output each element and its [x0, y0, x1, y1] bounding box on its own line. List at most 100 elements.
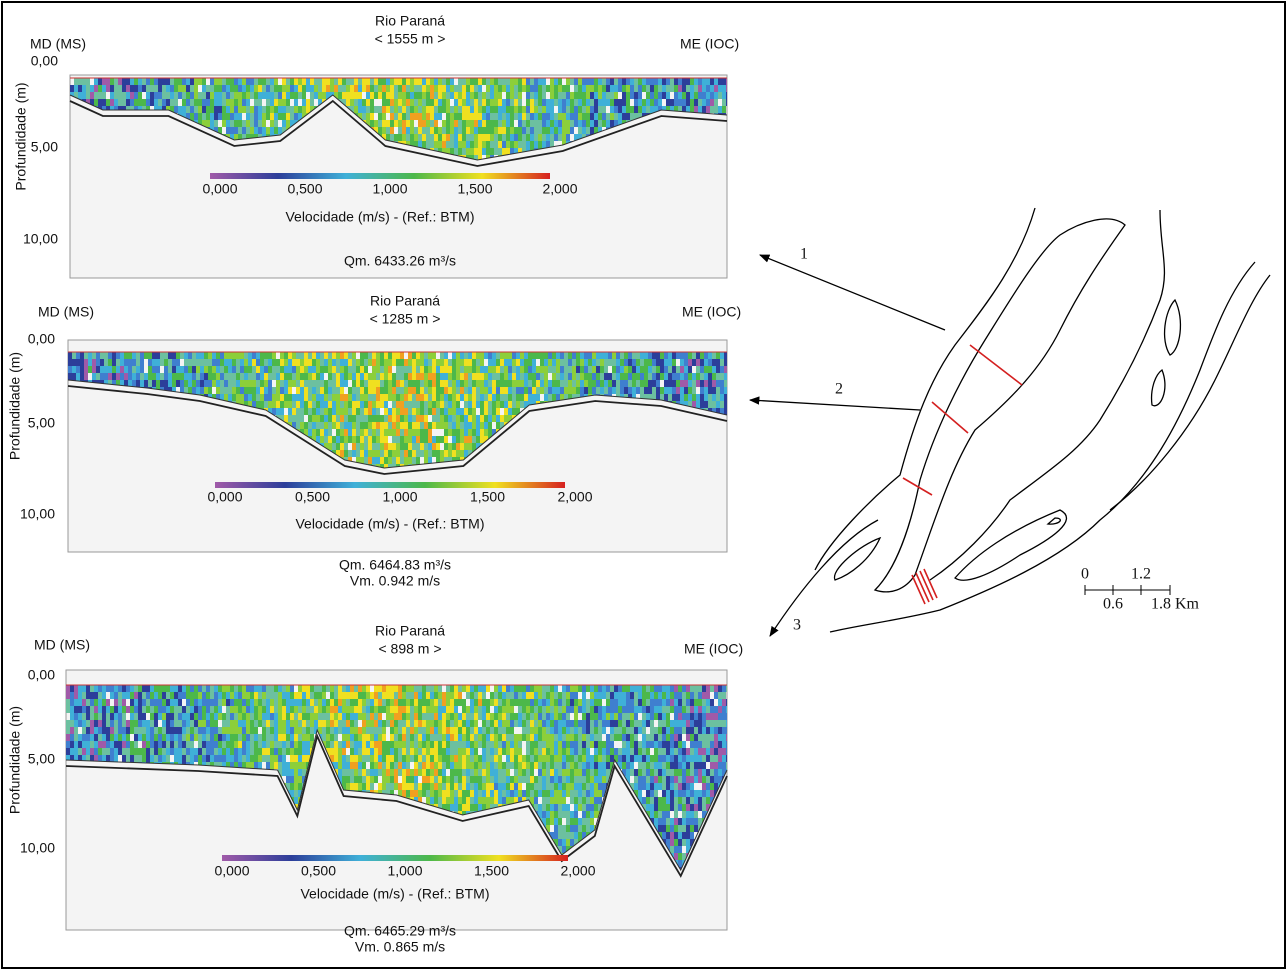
velocity-cell [456, 401, 460, 408]
velocity-cell [384, 450, 388, 457]
velocity-cell [710, 85, 714, 92]
velocity-cell [336, 429, 340, 436]
velocity-cell [386, 78, 390, 85]
velocity-cell [234, 99, 238, 106]
velocity-cell [360, 387, 364, 394]
velocity-cell [630, 113, 634, 120]
velocity-cell [378, 120, 382, 127]
velocity-cell [348, 359, 352, 366]
velocity-cell [382, 106, 386, 113]
velocity-cell [392, 450, 396, 457]
velocity-cell [78, 706, 82, 713]
velocity-cell [400, 408, 404, 415]
velocity-cell [682, 78, 686, 85]
velocity-cell [304, 422, 308, 429]
velocity-cell [282, 113, 286, 120]
velocity-cell [384, 380, 388, 387]
velocity-cell [564, 380, 568, 387]
velocity-cell [430, 85, 434, 92]
velocity-cell [604, 373, 608, 380]
velocity-cell [104, 359, 108, 366]
velocity-cell [470, 120, 474, 127]
velocity-cell [366, 113, 370, 120]
velocity-cell [388, 359, 392, 366]
velocity-cell [612, 373, 616, 380]
velocity-cell [156, 373, 160, 380]
velocity-cell [416, 373, 420, 380]
velocity-cell [280, 394, 284, 401]
velocity-cell [360, 359, 364, 366]
velocity-cell [304, 359, 308, 366]
velocity-cell [124, 373, 128, 380]
velocity-cell [396, 408, 400, 415]
velocity-cell [430, 120, 434, 127]
velocity-cell [100, 359, 104, 366]
velocity-cell [204, 387, 208, 394]
velocity-cell [672, 380, 676, 387]
velocity-cell [684, 394, 688, 401]
velocity-cell [188, 387, 192, 394]
velocity-cell [118, 727, 122, 734]
velocity-cell [574, 78, 578, 85]
velocity-cell [684, 373, 688, 380]
velocity-cell [134, 85, 138, 92]
velocity-cell [102, 741, 106, 748]
velocity-cell [566, 120, 570, 127]
velocity-cell [162, 78, 166, 85]
velocity-cell [66, 741, 70, 748]
velocity-cell [360, 436, 364, 443]
velocity-cell [240, 380, 244, 387]
velocity-cell [120, 359, 124, 366]
velocity-cell [640, 366, 644, 373]
velocity-cell [184, 359, 188, 366]
velocity-cell [436, 380, 440, 387]
velocity-cell [270, 113, 274, 120]
velocity-cell [486, 92, 490, 99]
colorbar [215, 482, 565, 488]
velocity-cell [462, 78, 466, 85]
velocity-cell [176, 352, 180, 359]
velocity-cell [288, 387, 292, 394]
velocity-cell [250, 113, 254, 120]
velocity-cell [294, 85, 298, 92]
velocity-cell [286, 92, 290, 99]
velocity-cell [446, 113, 450, 120]
velocity-cell [336, 443, 340, 450]
velocity-cell [672, 366, 676, 373]
velocity-cell [408, 359, 412, 366]
velocity-cell [444, 429, 448, 436]
velocity-cell [232, 352, 236, 359]
velocity-cell [176, 380, 180, 387]
velocity-cell [272, 366, 276, 373]
velocity-cell [136, 366, 140, 373]
velocity-cell [314, 85, 318, 92]
velocity-cell [490, 106, 494, 113]
velocity-cell [410, 113, 414, 120]
velocity-cell [86, 706, 90, 713]
velocity-cell [492, 408, 496, 415]
velocity-cell [98, 748, 102, 755]
velocity-cell [468, 373, 472, 380]
velocity-cell [238, 106, 242, 113]
velocity-cell [114, 85, 118, 92]
velocity-cell [226, 92, 230, 99]
velocity-cell [498, 85, 502, 92]
velocity-cell [510, 120, 514, 127]
velocity-cell [252, 366, 256, 373]
velocity-cell [534, 127, 538, 134]
velocity-cell [88, 366, 92, 373]
velocity-cell [406, 85, 410, 92]
velocity-cell [714, 85, 718, 92]
velocity-cell [106, 748, 110, 755]
velocity-cell [396, 373, 400, 380]
velocity-cell [592, 359, 596, 366]
velocity-cell [614, 106, 618, 113]
velocity-cell [638, 92, 642, 99]
velocity-cell [536, 373, 540, 380]
velocity-cell [352, 359, 356, 366]
velocity-cell [564, 366, 568, 373]
velocity-cell [532, 366, 536, 373]
velocity-cell [432, 394, 436, 401]
velocity-cell [610, 113, 614, 120]
velocity-cell [494, 78, 498, 85]
